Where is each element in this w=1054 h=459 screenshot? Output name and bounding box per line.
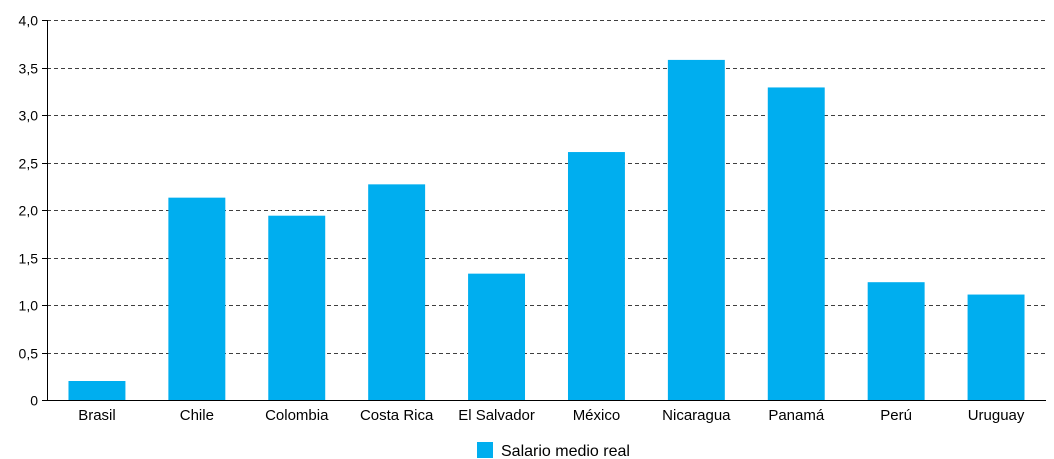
x-tick-label: México — [573, 407, 621, 424]
bar-méxico — [567, 152, 625, 400]
bar-chile — [168, 197, 226, 400]
bars — [68, 59, 1025, 401]
y-tick-label: 0,5 — [19, 346, 39, 362]
bar-el-salvador — [468, 273, 526, 400]
x-tick-label: Chile — [180, 407, 214, 424]
x-tick-label: Panamá — [768, 407, 825, 424]
legend-swatch — [477, 442, 493, 458]
x-tick-label: Brasil — [78, 407, 116, 424]
bar-perú — [867, 282, 925, 400]
y-tick-label: 1,0 — [19, 298, 39, 314]
y-tick-label: 3,0 — [19, 108, 39, 124]
x-tick-label: Uruguay — [968, 407, 1025, 424]
y-tick-label: 4,0 — [19, 13, 39, 29]
x-tick-label: El Salvador — [458, 407, 535, 424]
x-tick-label: Costa Rica — [360, 407, 434, 424]
x-tick-label: Colombia — [265, 407, 329, 424]
y-tick-label: 3,5 — [19, 61, 39, 77]
y-tick-label: 2,5 — [19, 156, 39, 172]
y-tick-label: 0 — [30, 393, 38, 409]
y-tick-labels: 0 0,5 1,0 1,5 2,0 2,5 3,0 3,5 4,0 — [19, 13, 47, 409]
x-tick-label: Perú — [880, 407, 912, 424]
axes — [47, 20, 1046, 401]
y-tick-label: 2,0 — [19, 203, 39, 219]
bar-brasil — [68, 381, 126, 400]
bar-uruguay — [967, 294, 1025, 400]
grid-lines — [47, 20, 1046, 354]
x-tick-label: Nicaragua — [662, 407, 731, 424]
legend-label: Salario medio real — [501, 443, 630, 459]
y-tick-label: 1,5 — [19, 251, 39, 267]
x-tick-labels: Brasil Chile Colombia Costa Rica El Salvador… — [78, 407, 1025, 424]
legend: Salario medio real — [477, 442, 630, 459]
bar-costa-rica — [368, 184, 426, 400]
bar-colombia — [268, 215, 326, 400]
bar-nicaragua — [667, 59, 725, 401]
bar-panamá — [767, 87, 825, 400]
